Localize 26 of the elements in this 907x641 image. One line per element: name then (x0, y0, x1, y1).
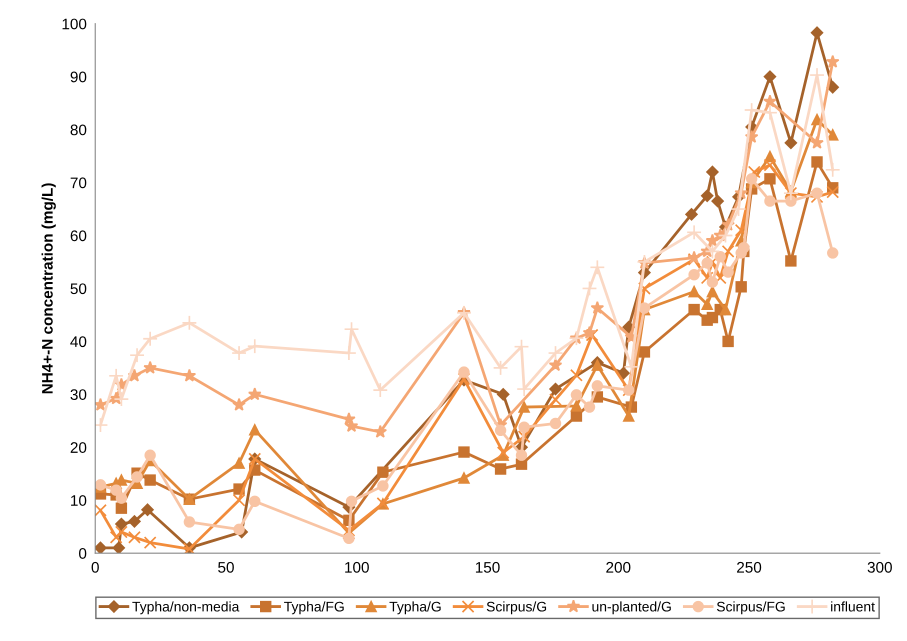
y-tick-label: 90 (70, 72, 86, 82)
y-tick-label: 40 (70, 336, 86, 348)
y-tick-label: 30 (70, 389, 86, 400)
legend-label: influent (831, 601, 875, 612)
legend-label: Typha/G (390, 601, 441, 614)
legend-label: Scirpus/G (486, 601, 546, 614)
y-tick-label: 80 (70, 124, 86, 136)
y-axis-title: NH4+-N concentration (mg/L) (42, 183, 56, 394)
y-tick-label: 20 (70, 442, 86, 453)
x-tick-label: 0 (92, 562, 99, 573)
y-tick-label: 100 (62, 18, 86, 30)
y-tick-label: 0 (79, 548, 86, 559)
y-tick-label: 70 (70, 177, 86, 188)
x-tick-label: 200 (606, 562, 630, 573)
legend-label: Scirpus/FG (716, 601, 785, 614)
x-tick-label: 250 (737, 562, 762, 573)
y-tick-label: 60 (70, 230, 86, 242)
y-tick-label: 10 (71, 495, 86, 506)
x-tick-label: 150 (476, 562, 500, 573)
legend-label: Typha/non-media (132, 601, 240, 614)
legend-label: un-planted/G (592, 601, 671, 614)
x-tick-label: 50 (218, 562, 234, 573)
x-tick-label: 100 (345, 562, 369, 573)
legend-label: Typha/FG (284, 601, 344, 614)
x-tick-label: 300 (868, 562, 892, 573)
y-tick-label: 50 (70, 283, 86, 294)
